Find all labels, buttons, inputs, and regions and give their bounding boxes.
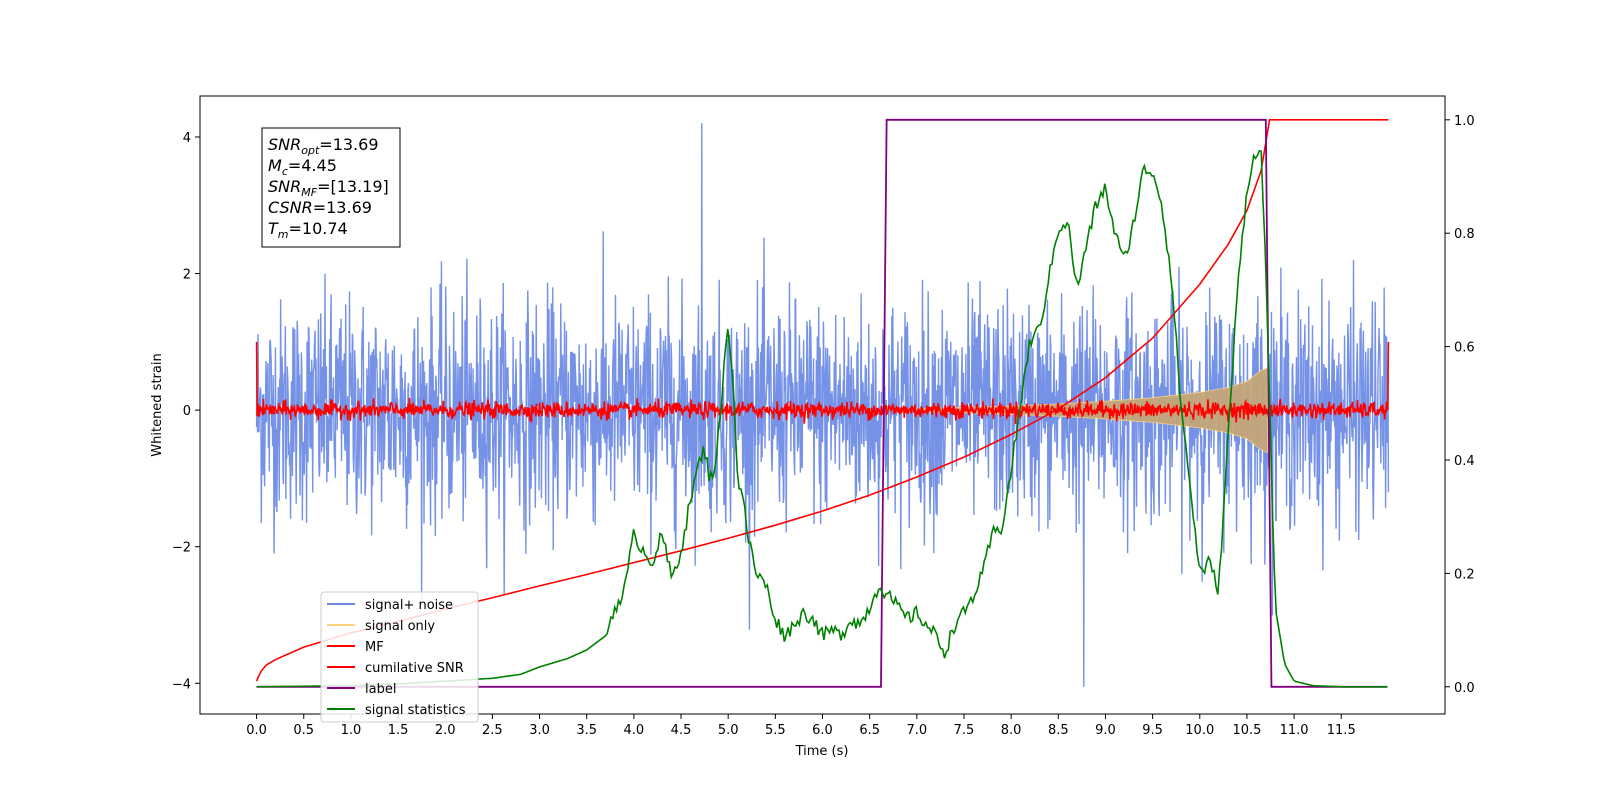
y2-tick-label: 0.6 [1454, 341, 1475, 356]
x-tick-label: 7.5 [954, 723, 975, 738]
x-tick-label: 0.0 [246, 723, 267, 738]
stats-annotation-line: Tm=10.74 [268, 219, 348, 241]
x-tick-label: 4.0 [624, 723, 645, 738]
y-axis-title: Whitened strain [150, 353, 165, 456]
series-signal-noise-line [255, 123, 1390, 687]
stats-annotation-line: CSNR=13.69 [268, 198, 372, 217]
x-axis-title: Time (s) [795, 744, 849, 759]
y-tick-label: 0 [183, 404, 191, 419]
x-tick-label: 5.5 [765, 723, 786, 738]
x-tick-label: 11.0 [1280, 723, 1309, 738]
y2-tick-label: 0.0 [1454, 681, 1475, 696]
legend-label: MF [365, 640, 384, 655]
x-tick-label: 9.5 [1142, 723, 1163, 738]
x-tick-label: 10.5 [1232, 723, 1261, 738]
stats-annotation-frame [261, 127, 401, 248]
x-tick-label: 0.5 [293, 723, 314, 738]
y2-tick-label: 1.0 [1454, 114, 1475, 129]
series-cumulative-snr-line [255, 119, 1389, 682]
x-tick-label: 1.5 [388, 723, 409, 738]
stats-annotation-line: SNRMF=[13.19] [268, 177, 389, 199]
legend-label: signal only [365, 619, 435, 634]
x-tick-label: 5.0 [718, 723, 739, 738]
legend-label: signal statistics [365, 703, 466, 718]
x-tick-label: 2.0 [435, 723, 456, 738]
x-tick-label: 8.0 [1001, 723, 1022, 738]
legend-label: label [365, 682, 396, 697]
y2-tick-label: 0.2 [1454, 567, 1475, 582]
x-tick-label: 11.5 [1327, 723, 1356, 738]
legend-frame [320, 591, 479, 723]
series-mf-line [255, 341, 1390, 425]
x-tick-label: 6.5 [859, 723, 880, 738]
y2-tick-label: 0.4 [1454, 454, 1475, 469]
y-tick-label: 4 [183, 131, 191, 146]
legend-label: cumilative SNR [365, 661, 464, 676]
y-tick-label: −4 [172, 677, 191, 692]
y-tick-label: −2 [172, 541, 191, 556]
y2-tick-label: 0.8 [1454, 227, 1475, 242]
y-tick-label: 2 [183, 268, 191, 283]
x-tick-label: 2.5 [482, 723, 503, 738]
x-tick-label: 4.5 [671, 723, 692, 738]
x-tick-label: 9.0 [1095, 723, 1116, 738]
x-tick-label: 3.5 [576, 723, 597, 738]
legend-label: signal+ noise [365, 598, 453, 613]
stats-annotation-line: SNRopt=13.69 [268, 135, 379, 157]
x-tick-label: 8.5 [1048, 723, 1069, 738]
legend: signal+ noise signal only MF cumilative SNR… [320, 591, 479, 723]
x-tick-label: 10.0 [1185, 723, 1214, 738]
x-tick-label: 3.0 [529, 723, 550, 738]
x-tick-label: 1.0 [341, 723, 362, 738]
x-tick-label: 7.0 [906, 723, 927, 738]
series-label-line [256, 118, 1388, 688]
stats-annotation-line: Mc=4.45 [268, 156, 337, 178]
stats-annotation-box: SNRopt=13.69Mc=4.45SNRMF=[13.19]CSNR=13.… [261, 127, 401, 248]
x-tick-label: 6.0 [812, 723, 833, 738]
